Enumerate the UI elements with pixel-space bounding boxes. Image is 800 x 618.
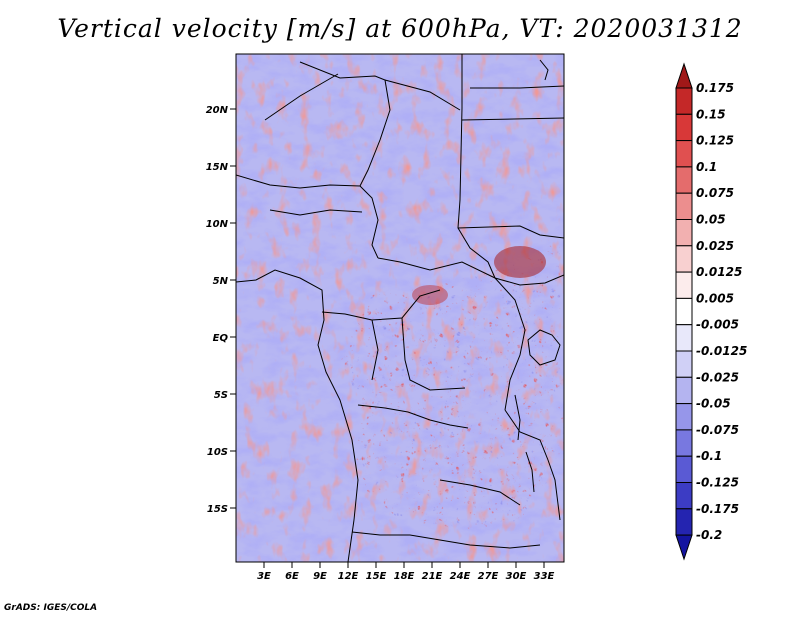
colorbar-label: -0.125 (696, 476, 739, 490)
lon-label-27e: 27E (478, 571, 499, 582)
colorbar-bin (675, 245, 693, 273)
colorbar-label: -0.2 (696, 528, 722, 542)
colorbar-bin (675, 376, 693, 405)
lon-label-9e: 9E (313, 571, 327, 582)
lat-label-10n: 10N (206, 219, 229, 230)
lon-label-30e: 30E (506, 571, 527, 582)
lat-label-5n: 5N (213, 276, 229, 287)
lat-label-10s: 10S (207, 447, 228, 458)
colorbar: 0.175 0.15 0.125 0.1 0.075 0.05 0.025 0.0125 0.0… (675, 62, 747, 561)
colorbar-bin (675, 271, 693, 299)
grads-credit: GrADS: IGES/COLA (4, 603, 98, 613)
colorbar-bin (675, 297, 693, 326)
lon-label-24e: 24E (450, 571, 471, 582)
country-borders (236, 54, 564, 562)
colorbar-bin (675, 350, 693, 378)
colorbar-label: 0.15 (696, 107, 726, 121)
colorbar-label: 0.125 (696, 134, 734, 148)
colorbar-bin (675, 166, 693, 194)
lat-label-5s: 5S (214, 390, 228, 401)
colorbar-label: -0.05 (696, 397, 731, 411)
plot-frame (235, 53, 565, 563)
lat-label-eq: EQ (213, 333, 229, 344)
colorbar-label: -0.025 (696, 370, 739, 384)
colorbar-bin (675, 508, 693, 536)
lon-label-18e: 18E (394, 571, 415, 582)
colorbar-bin (675, 87, 693, 115)
colorbar-bin (675, 403, 693, 431)
colorbar-label: 0.0125 (696, 265, 742, 279)
plot-area (236, 54, 564, 562)
colorbar-label: 0.05 (696, 213, 726, 227)
colorbar-label: 0.1 (696, 160, 717, 174)
lon-label-6e: 6E (285, 571, 299, 582)
colorbar-label: 0.075 (696, 186, 734, 200)
colorbar-bin (675, 455, 693, 484)
colorbar-label: -0.175 (696, 502, 739, 516)
colorbar-label: -0.005 (696, 318, 739, 332)
lat-label-15s: 15S (207, 504, 228, 515)
colorbar-bin (675, 113, 693, 142)
colorbar-label: -0.0125 (696, 344, 747, 358)
colorbar-label: 0.175 (696, 81, 734, 95)
colorbar-label: -0.1 (696, 449, 722, 463)
colorbar-label: 0.005 (696, 291, 734, 305)
latitude-axis: 20N 15N 10N 5N EQ 5S 10S 15S (206, 105, 236, 515)
longitude-axis: 3E 6E 9E 12E 15E 18E 21E 24E 27E 30E 33E (257, 562, 555, 582)
lat-label-15n: 15N (206, 162, 229, 173)
chart-title: Vertical velocity [m/s] at 600hPa, VT: 2… (57, 14, 743, 43)
lon-label-33e: 33E (534, 571, 555, 582)
colorbar-bin (675, 482, 693, 510)
colorbar-bottom-arrow (675, 534, 693, 561)
colorbar-top-arrow (675, 62, 693, 89)
colorbar-bin (675, 429, 693, 457)
lat-label-20n: 20N (206, 105, 229, 116)
colorbar-bin (675, 219, 693, 247)
lon-label-15e: 15E (366, 571, 387, 582)
colorbar-bin (675, 140, 693, 168)
lon-label-12e: 12E (338, 571, 359, 582)
colorbar-label: -0.075 (696, 423, 739, 437)
colorbar-bin (675, 324, 693, 352)
colorbar-bin (675, 192, 693, 220)
lon-label-21e: 21E (422, 571, 443, 582)
lon-label-3e: 3E (257, 571, 271, 582)
colorbar-label: 0.025 (696, 239, 734, 253)
